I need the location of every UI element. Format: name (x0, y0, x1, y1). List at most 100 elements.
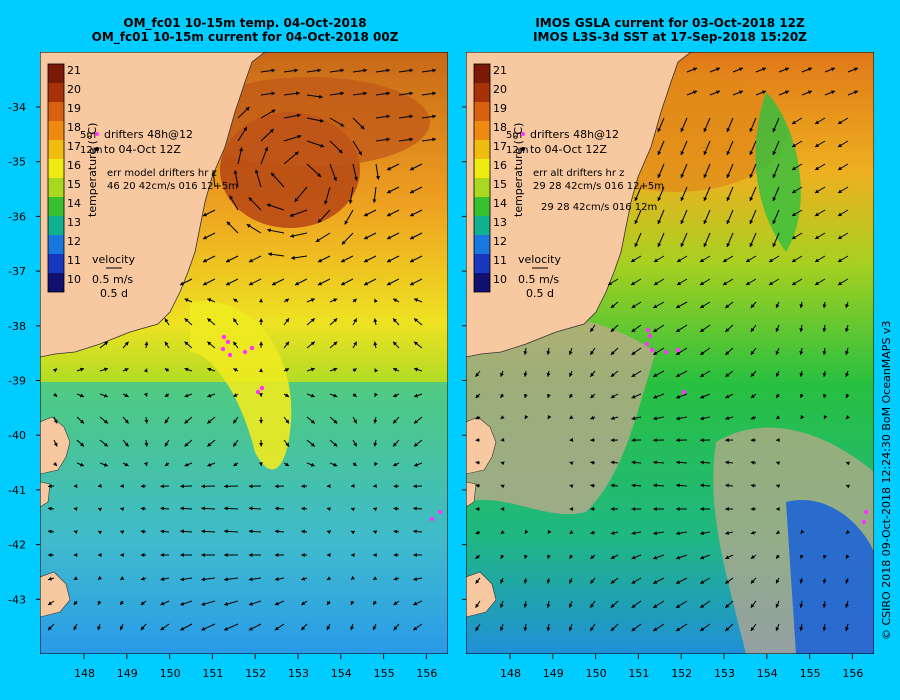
current-vector-head (845, 350, 849, 355)
colorbar-tick-label: 12 (67, 235, 81, 248)
current-vector-head (414, 419, 419, 424)
current-vector-head (838, 189, 843, 193)
current-vector-head (799, 372, 804, 377)
current-vector-head (524, 414, 529, 419)
current-vector-head (815, 189, 820, 193)
current-vector-head (333, 318, 338, 323)
current-vector-head (822, 372, 827, 377)
current-vector-head (823, 414, 828, 419)
current-vector-head (164, 462, 169, 466)
current-vector-head (634, 219, 639, 224)
current-vector-head (590, 327, 594, 332)
current-vector-head (207, 393, 212, 398)
current-vector-head (333, 419, 338, 424)
current-vector-head (808, 90, 812, 95)
current-vector-head (180, 506, 184, 511)
current-vector-head (475, 460, 480, 465)
latitude-label: -36 (8, 210, 26, 223)
current-vector-head (676, 555, 681, 560)
current-vector-head (160, 529, 165, 534)
current-vector-head (500, 393, 505, 399)
current-vector-head (160, 484, 165, 489)
current-vector-head (569, 437, 574, 442)
current-vector-head (201, 626, 206, 631)
current-vector-head (410, 258, 415, 263)
current-vector-head (410, 212, 415, 217)
longitude-label-right: 154 (757, 667, 778, 680)
current-vector-head (201, 552, 205, 557)
current-vector-head (249, 258, 254, 263)
current-vector-head (610, 460, 615, 465)
colorbar-swatch (48, 159, 64, 178)
colorbar-swatch (474, 254, 490, 273)
colorbar-swatch (48, 83, 64, 102)
current-vector-head (500, 554, 505, 559)
current-vector-head (326, 600, 331, 605)
current-vector-head (373, 442, 378, 447)
latitude-label: -42 (8, 539, 26, 552)
left-to-symbol (95, 147, 99, 151)
current-vector-head (239, 147, 243, 152)
current-vector-head (350, 483, 355, 488)
current-vector-head (776, 415, 781, 419)
current-vector-head (800, 414, 805, 419)
colorbar-axis-label: temperature (°C) (86, 123, 99, 217)
current-vector-head (291, 255, 295, 260)
current-vector-head (799, 579, 804, 584)
current-vector-head (320, 143, 325, 148)
current-vector-head (310, 442, 315, 447)
current-vector-head (373, 341, 378, 346)
current-vector-head (500, 506, 505, 511)
current-vector-head (53, 419, 58, 424)
current-vector-head (725, 507, 729, 512)
current-vector-head (723, 281, 728, 285)
left-title: OM_fc01 10-15m temp. 04-Oct-2018 OM_fc01… (40, 16, 450, 44)
current-vector-head (373, 530, 378, 535)
current-vector-head (776, 506, 780, 511)
right-title-line2: IMOS L3S-3d SST at 17-Sep-2018 15:20Z (533, 30, 807, 44)
current-vector-head (258, 298, 263, 303)
colorbar-swatch (474, 216, 490, 235)
current-vector-head (500, 530, 505, 534)
current-vector-head (184, 393, 189, 398)
current-vector-head (523, 603, 528, 608)
current-vector-head (248, 197, 253, 202)
current-vector-head (746, 281, 751, 285)
current-vector-head (341, 240, 346, 245)
current-vector-head (631, 304, 636, 308)
colorbar-swatch (48, 102, 64, 121)
current-vector-head (610, 603, 615, 608)
current-vector-head (140, 601, 145, 605)
longitude-label-right: 149 (543, 667, 564, 680)
current-vector-head (301, 529, 306, 534)
current-vector-head (387, 281, 392, 286)
current-vector-head (854, 67, 858, 72)
current-vector-head (363, 68, 367, 73)
current-vector-head (475, 415, 480, 420)
left-map: 21 20 19 18 17 16 15 14 13 12 11 10 temperature (°C)… (40, 52, 448, 654)
current-vector-head (285, 393, 290, 397)
current-vector-head (750, 394, 755, 399)
current-vector-head (547, 414, 552, 419)
current-vector-head (822, 304, 827, 308)
current-vector-head (103, 341, 108, 346)
current-vector-head (326, 553, 331, 558)
current-vector-head (546, 627, 551, 631)
drifter-point (242, 349, 248, 355)
left-velocity-duration: 0.5 d (100, 287, 128, 300)
current-vector-head (725, 530, 730, 535)
current-vector-head (680, 127, 685, 132)
current-vector-head (285, 368, 290, 372)
right-coastline (466, 52, 692, 358)
current-vector-head (775, 350, 780, 355)
current-vector-head (353, 419, 357, 424)
current-vector-head (233, 341, 238, 346)
colorbar-tick-label: 20 (67, 83, 81, 96)
current-vector-head (387, 189, 392, 194)
current-vector-head (201, 506, 205, 511)
current-vector-head (568, 350, 573, 355)
current-vector-head (523, 627, 528, 631)
current-vector-head (97, 507, 102, 512)
current-vector-head (274, 626, 279, 631)
current-vector-head (590, 507, 594, 512)
